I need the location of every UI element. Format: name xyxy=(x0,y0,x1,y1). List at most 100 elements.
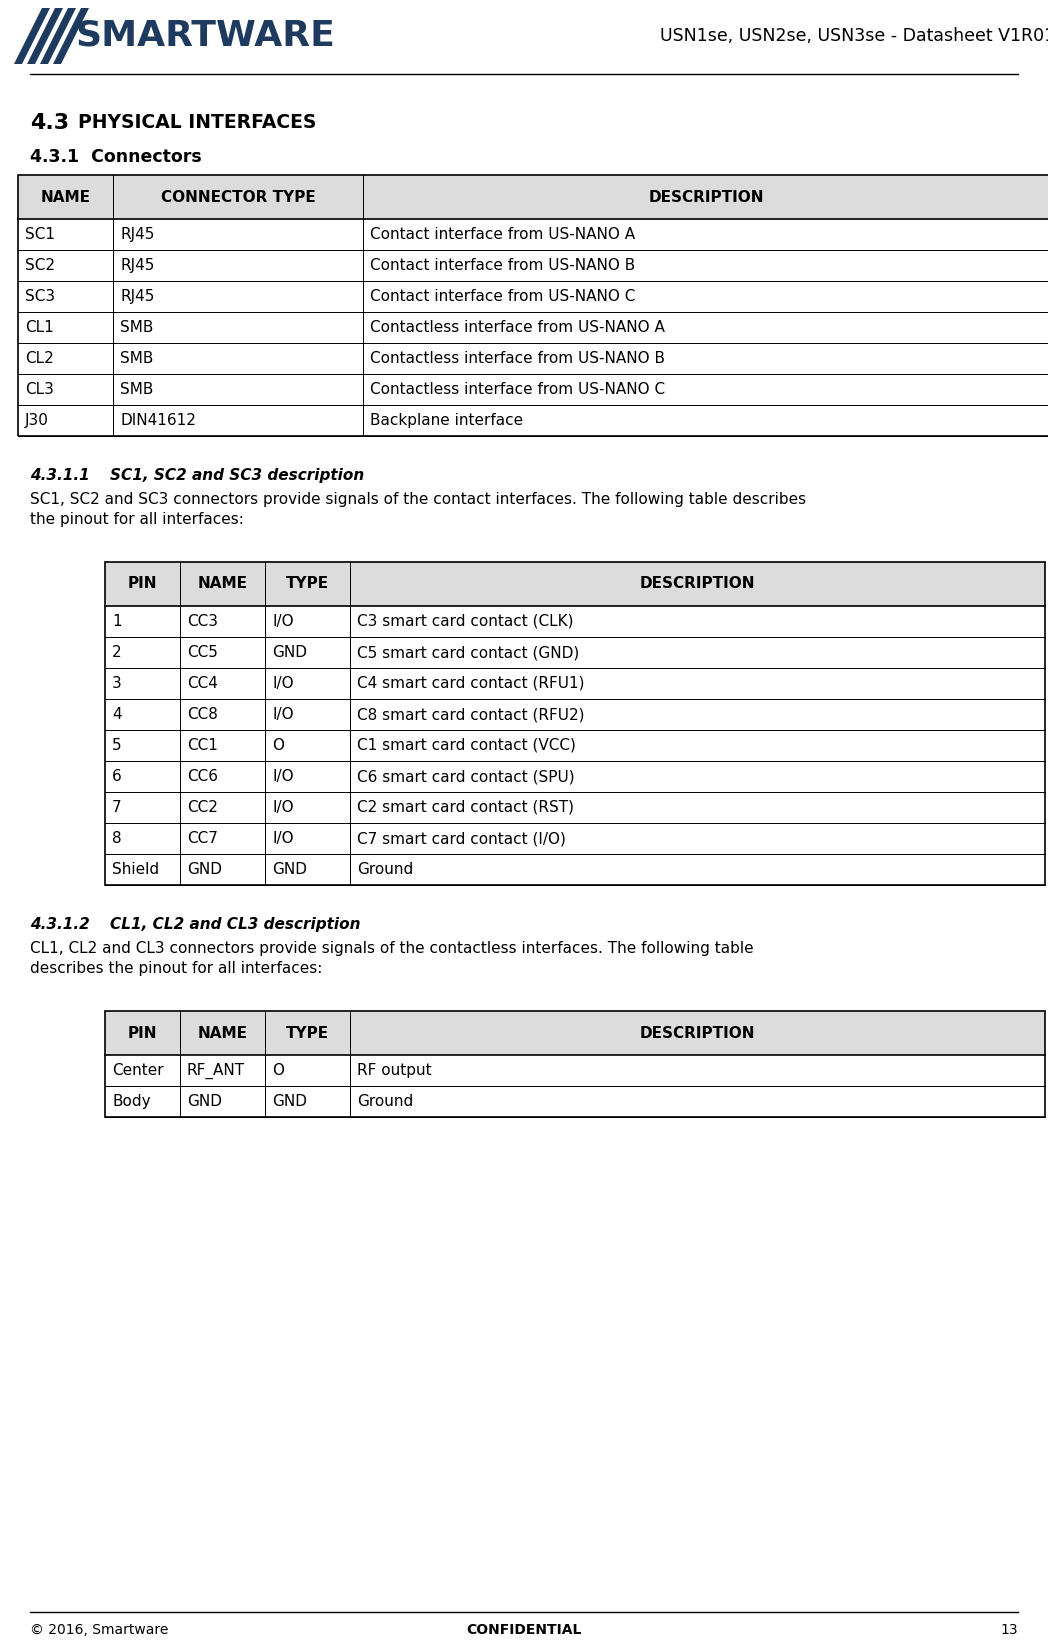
Text: Ground: Ground xyxy=(357,1093,413,1110)
Bar xyxy=(18,174,1048,219)
Text: 7: 7 xyxy=(112,801,122,815)
Bar xyxy=(105,562,1045,884)
Polygon shape xyxy=(53,8,89,64)
Bar xyxy=(18,373,1048,404)
Polygon shape xyxy=(40,8,77,64)
Text: GND: GND xyxy=(272,644,307,659)
Text: NAME: NAME xyxy=(197,577,247,592)
Text: RF_ANT: RF_ANT xyxy=(187,1062,245,1078)
Polygon shape xyxy=(14,8,50,64)
Text: CL1, CL2 and CL3 connectors provide signals of the contactless interfaces. The f: CL1, CL2 and CL3 connectors provide sign… xyxy=(30,940,754,957)
Text: TYPE: TYPE xyxy=(286,577,329,592)
Text: GND: GND xyxy=(187,861,222,876)
Text: 4: 4 xyxy=(112,707,122,722)
Text: GND: GND xyxy=(187,1093,222,1110)
Text: 5: 5 xyxy=(112,738,122,753)
Text: CC4: CC4 xyxy=(187,676,218,690)
Bar xyxy=(18,219,1048,250)
Bar xyxy=(105,562,1045,607)
Bar xyxy=(105,761,1045,792)
Text: CONNECTOR TYPE: CONNECTOR TYPE xyxy=(160,189,315,204)
Polygon shape xyxy=(27,8,63,64)
Text: CC3: CC3 xyxy=(187,613,218,630)
Text: SMB: SMB xyxy=(121,381,153,396)
Text: SC3: SC3 xyxy=(25,289,56,304)
Text: DIN41612: DIN41612 xyxy=(121,413,196,427)
Text: TYPE: TYPE xyxy=(286,1026,329,1041)
Text: PIN: PIN xyxy=(128,577,157,592)
Text: 2: 2 xyxy=(112,644,122,659)
Text: CC8: CC8 xyxy=(187,707,218,722)
Text: I/O: I/O xyxy=(272,707,293,722)
Text: SC2: SC2 xyxy=(25,258,54,273)
Text: C1 smart card contact (VCC): C1 smart card contact (VCC) xyxy=(357,738,575,753)
Bar xyxy=(105,1055,1045,1087)
Text: GND: GND xyxy=(272,861,307,876)
Text: Contactless interface from US-NANO C: Contactless interface from US-NANO C xyxy=(370,381,665,396)
Text: CC1: CC1 xyxy=(187,738,218,753)
Text: CONFIDENTIAL: CONFIDENTIAL xyxy=(466,1623,582,1637)
Bar xyxy=(105,730,1045,761)
Text: RJ45: RJ45 xyxy=(121,227,154,242)
Text: CC6: CC6 xyxy=(187,769,218,784)
Bar xyxy=(18,312,1048,344)
Text: the pinout for all interfaces:: the pinout for all interfaces: xyxy=(30,511,244,528)
Text: I/O: I/O xyxy=(272,830,293,847)
Text: I/O: I/O xyxy=(272,676,293,690)
Text: I/O: I/O xyxy=(272,613,293,630)
Bar xyxy=(105,607,1045,636)
Text: CL1, CL2 and CL3 description: CL1, CL2 and CL3 description xyxy=(110,917,361,932)
Text: I/O: I/O xyxy=(272,801,293,815)
Text: Contact interface from US-NANO B: Contact interface from US-NANO B xyxy=(370,258,635,273)
Bar xyxy=(105,699,1045,730)
Bar xyxy=(105,824,1045,853)
Text: DESCRIPTION: DESCRIPTION xyxy=(639,577,756,592)
Text: describes the pinout for all interfaces:: describes the pinout for all interfaces: xyxy=(30,962,323,977)
Bar xyxy=(105,636,1045,667)
Text: RJ45: RJ45 xyxy=(121,258,154,273)
Text: CC7: CC7 xyxy=(187,830,218,847)
Text: PHYSICAL INTERFACES: PHYSICAL INTERFACES xyxy=(78,113,316,132)
Bar xyxy=(18,281,1048,312)
Text: GND: GND xyxy=(272,1093,307,1110)
Text: C2 smart card contact (RST): C2 smart card contact (RST) xyxy=(357,801,574,815)
Text: Contactless interface from US-NANO B: Contactless interface from US-NANO B xyxy=(370,352,665,367)
Text: RF output: RF output xyxy=(357,1064,432,1078)
Text: CC2: CC2 xyxy=(187,801,218,815)
Text: Contact interface from US-NANO C: Contact interface from US-NANO C xyxy=(370,289,635,304)
Text: PIN: PIN xyxy=(128,1026,157,1041)
Text: C5 smart card contact (GND): C5 smart card contact (GND) xyxy=(357,644,580,659)
Bar xyxy=(18,250,1048,281)
Bar xyxy=(18,344,1048,373)
Text: 3: 3 xyxy=(112,676,122,690)
Text: 1: 1 xyxy=(112,613,122,630)
Text: Body: Body xyxy=(112,1093,151,1110)
Text: SC1: SC1 xyxy=(25,227,54,242)
Text: 13: 13 xyxy=(1001,1623,1018,1637)
Text: CL3: CL3 xyxy=(25,381,53,396)
Text: USN1se, USN2se, USN3se - Datasheet V1R01c: USN1se, USN2se, USN3se - Datasheet V1R01… xyxy=(660,26,1048,44)
Bar xyxy=(105,853,1045,884)
Text: SMB: SMB xyxy=(121,352,153,367)
Bar xyxy=(105,1011,1045,1116)
Text: Contact interface from US-NANO A: Contact interface from US-NANO A xyxy=(370,227,635,242)
Text: NAME: NAME xyxy=(197,1026,247,1041)
Text: SMARTWARE: SMARTWARE xyxy=(75,20,335,53)
Text: C8 smart card contact (RFU2): C8 smart card contact (RFU2) xyxy=(357,707,585,722)
Bar xyxy=(105,1087,1045,1116)
Text: 6: 6 xyxy=(112,769,122,784)
Text: Ground: Ground xyxy=(357,861,413,876)
Text: C6 smart card contact (SPU): C6 smart card contact (SPU) xyxy=(357,769,574,784)
Text: RJ45: RJ45 xyxy=(121,289,154,304)
Text: Shield: Shield xyxy=(112,861,159,876)
Text: SMB: SMB xyxy=(121,321,153,335)
Text: Contactless interface from US-NANO A: Contactless interface from US-NANO A xyxy=(370,321,664,335)
Text: C7 smart card contact (I/O): C7 smart card contact (I/O) xyxy=(357,830,566,847)
Text: SC1, SC2 and SC3 connectors provide signals of the contact interfaces. The follo: SC1, SC2 and SC3 connectors provide sign… xyxy=(30,492,806,506)
Text: DESCRIPTION: DESCRIPTION xyxy=(639,1026,756,1041)
Text: CL2: CL2 xyxy=(25,352,53,367)
Text: 4.3: 4.3 xyxy=(30,113,69,133)
Bar xyxy=(18,174,1048,436)
Bar xyxy=(105,667,1045,699)
Text: SC1, SC2 and SC3 description: SC1, SC2 and SC3 description xyxy=(110,469,365,483)
